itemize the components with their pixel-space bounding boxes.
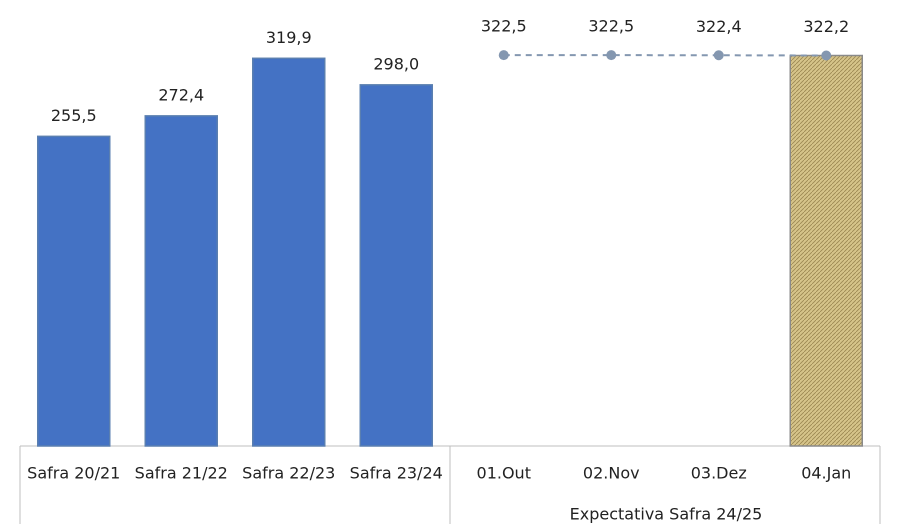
line-point bbox=[821, 50, 832, 61]
value-label: 319,9 bbox=[266, 28, 312, 47]
x-tick-label: Safra 22/23 bbox=[242, 464, 335, 483]
x-tick-label: Safra 20/21 bbox=[27, 464, 120, 483]
x-tick-label: 03.Dez bbox=[691, 464, 747, 483]
x-tick-label: Safra 23/24 bbox=[350, 464, 443, 483]
bar bbox=[144, 115, 218, 447]
line-point bbox=[498, 50, 509, 61]
bar bbox=[359, 84, 433, 447]
x-tick-label: 04.Jan bbox=[801, 464, 851, 483]
line-point bbox=[606, 50, 617, 61]
value-label: 322,5 bbox=[481, 17, 527, 36]
value-label: 322,5 bbox=[588, 17, 634, 36]
value-label: 272,4 bbox=[158, 85, 204, 104]
x-tick-label: Safra 21/22 bbox=[135, 464, 228, 483]
x-tick-label: 02.Nov bbox=[583, 464, 640, 483]
bar bbox=[789, 54, 863, 447]
value-label: 255,5 bbox=[51, 106, 97, 125]
value-label: 298,0 bbox=[373, 54, 419, 73]
bar bbox=[37, 135, 111, 447]
line-point bbox=[713, 50, 724, 61]
group-label: Expectativa Safra 24/25 bbox=[570, 505, 763, 524]
x-tick-label: 01.Out bbox=[477, 464, 531, 483]
value-label: 322,4 bbox=[696, 17, 742, 36]
bar bbox=[252, 57, 326, 447]
value-label: 322,2 bbox=[803, 17, 849, 36]
